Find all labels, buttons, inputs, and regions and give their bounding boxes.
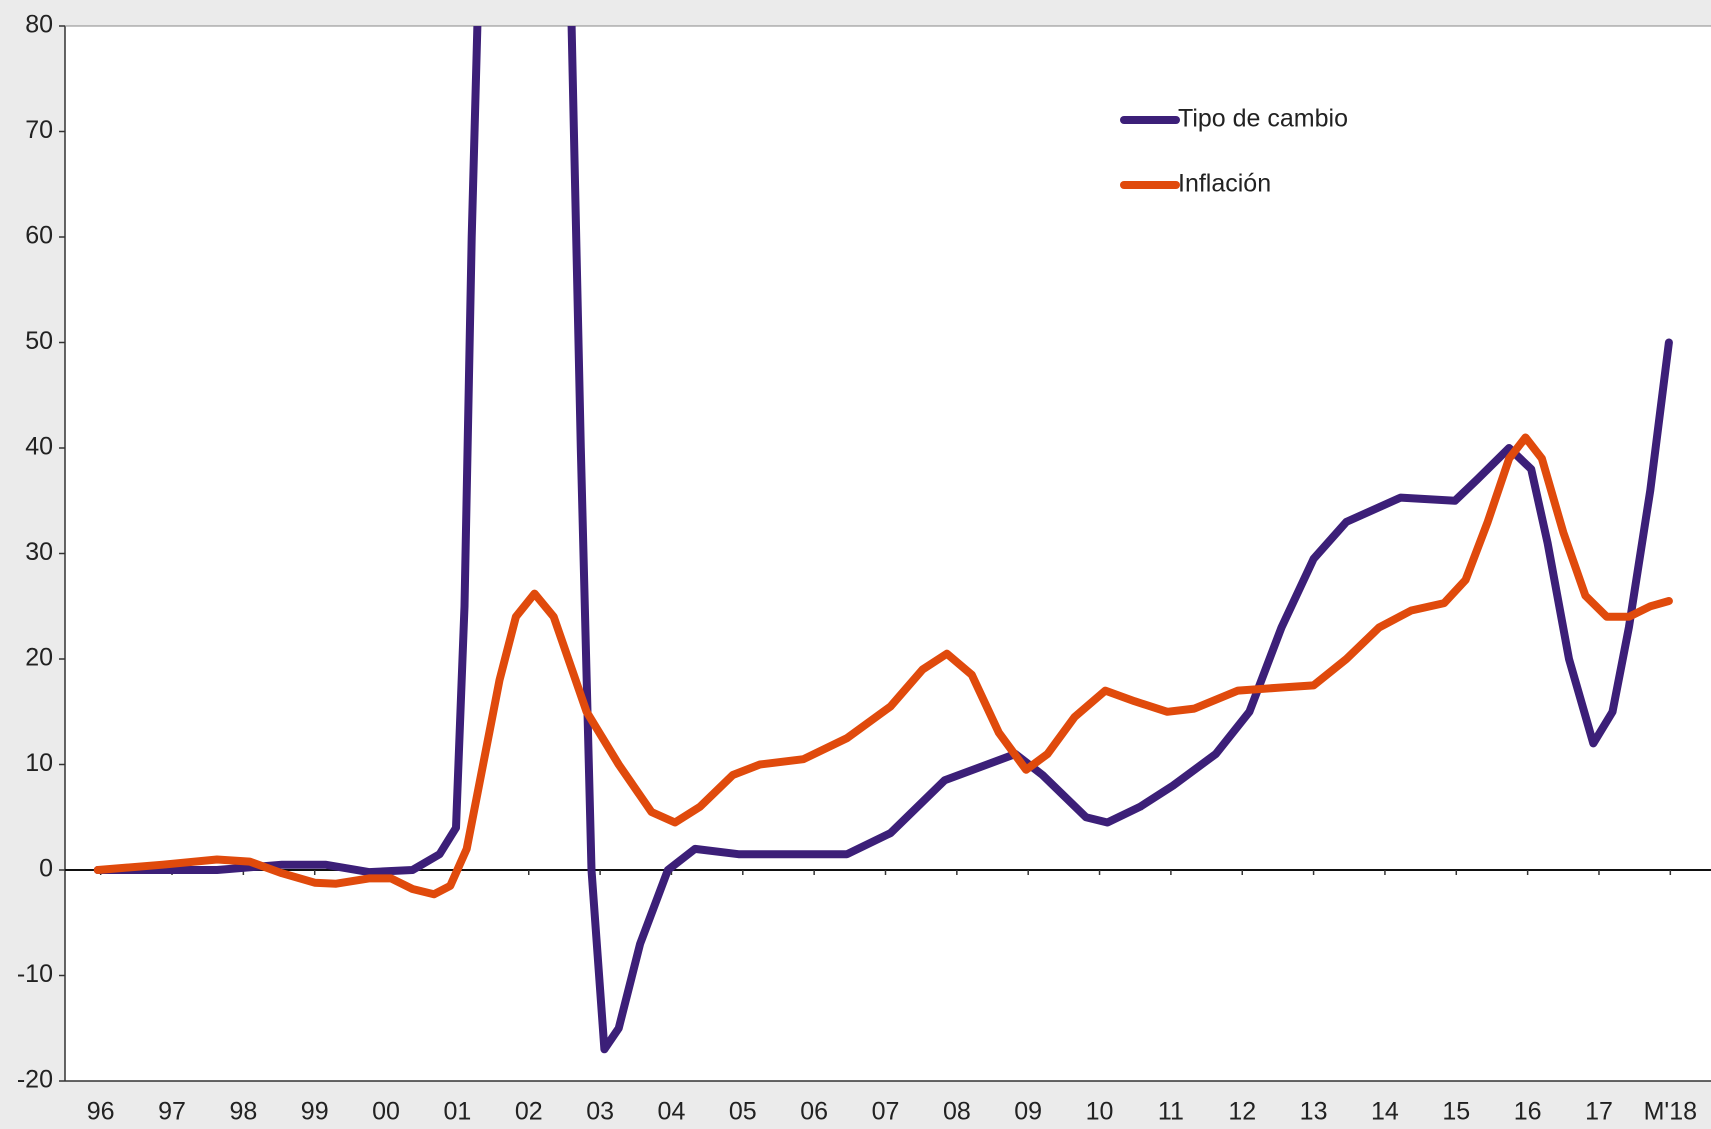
x-tick-label: 17 (1585, 1098, 1613, 1126)
x-tick-label: 06 (800, 1098, 828, 1126)
x-tick-label: 10 (1086, 1098, 1114, 1126)
y-tick-label: -10 (17, 960, 53, 988)
y-tick-label: 0 (39, 855, 53, 883)
x-tick-label: 03 (586, 1098, 614, 1126)
x-tick-label: 97 (158, 1098, 186, 1126)
y-tick-label: 20 (25, 644, 53, 672)
x-tick-label: 05 (729, 1098, 757, 1126)
x-tick-label: 15 (1442, 1098, 1470, 1126)
x-tick-label: 96 (87, 1098, 115, 1126)
x-tick-label: 00 (372, 1098, 400, 1126)
x-tick-label: 14 (1371, 1098, 1399, 1126)
x-tick-label: 99 (301, 1098, 329, 1126)
x-tick-label: 02 (515, 1098, 543, 1126)
x-tick-label: 04 (658, 1098, 686, 1126)
x-tick-label: 98 (229, 1098, 257, 1126)
x-tick-label: 07 (872, 1098, 900, 1126)
y-tick-label: 30 (25, 538, 53, 566)
y-tick-label: 40 (25, 433, 53, 461)
y-tick-label: 60 (25, 222, 53, 250)
x-tick-label: 09 (1014, 1098, 1042, 1126)
legend-label: Inflación (1178, 170, 1271, 198)
plot-area (65, 26, 1711, 1081)
x-tick-label: 08 (943, 1098, 971, 1126)
series-group (93, 26, 1673, 1054)
y-tick-label: 50 (25, 327, 53, 355)
x-tick-label: 12 (1228, 1098, 1256, 1126)
legend-label: Tipo de cambio (1178, 105, 1348, 133)
y-tick-label: 70 (25, 116, 53, 144)
x-tick-label: 13 (1300, 1098, 1328, 1126)
y-tick-label: -20 (17, 1066, 53, 1094)
y-tick-label: 10 (25, 749, 53, 777)
x-tick-label: 16 (1514, 1098, 1542, 1126)
x-tick-label: M'18 (1644, 1098, 1697, 1126)
x-tick-label: 01 (444, 1098, 472, 1126)
y-tick-label: 80 (25, 11, 53, 39)
series-line (93, 433, 1673, 899)
x-tick-label: 11 (1158, 1098, 1184, 1126)
